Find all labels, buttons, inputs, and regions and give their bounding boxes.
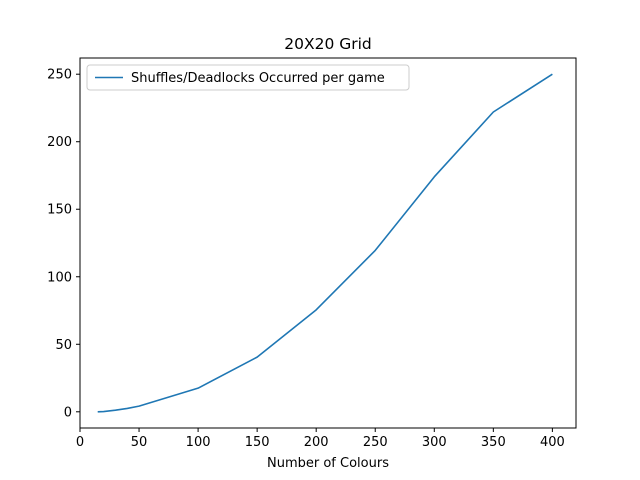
legend-box	[86, 64, 410, 91]
plot-frame	[79, 57, 577, 429]
x-tick-label: 400	[540, 435, 565, 450]
x-axis-ticks: 0 50 100 150 200 250 300 350 400	[76, 428, 565, 450]
x-tick-label: 200	[304, 435, 329, 450]
legend-label: Shuffles/Deadlocks Occurred per game	[131, 71, 385, 86]
y-tick-label: 50	[55, 338, 72, 353]
x-tick-label: 300	[422, 435, 447, 450]
y-tick-label: 150	[47, 203, 72, 218]
y-tick-label: 200	[47, 135, 72, 150]
chart-title: 20X20 Grid	[284, 35, 372, 53]
y-tick-label: 250	[47, 68, 72, 83]
y-tick-label: 100	[47, 270, 72, 285]
x-axis-title: Number of Colours	[267, 456, 389, 471]
y-tick-label: 0	[64, 405, 72, 420]
series-line	[97, 73, 553, 413]
plot-area	[97, 73, 553, 413]
x-tick-label: 100	[186, 435, 211, 450]
y-axis-ticks: 0 50 100 150 200 250	[47, 68, 80, 420]
x-tick-label: 350	[481, 435, 506, 450]
x-tick-label: 250	[363, 435, 388, 450]
x-tick-label: 50	[131, 435, 148, 450]
x-tick-label: 150	[245, 435, 270, 450]
legend: Shuffles/Deadlocks Occurred per game	[86, 64, 410, 91]
x-tick-label: 0	[76, 435, 84, 450]
